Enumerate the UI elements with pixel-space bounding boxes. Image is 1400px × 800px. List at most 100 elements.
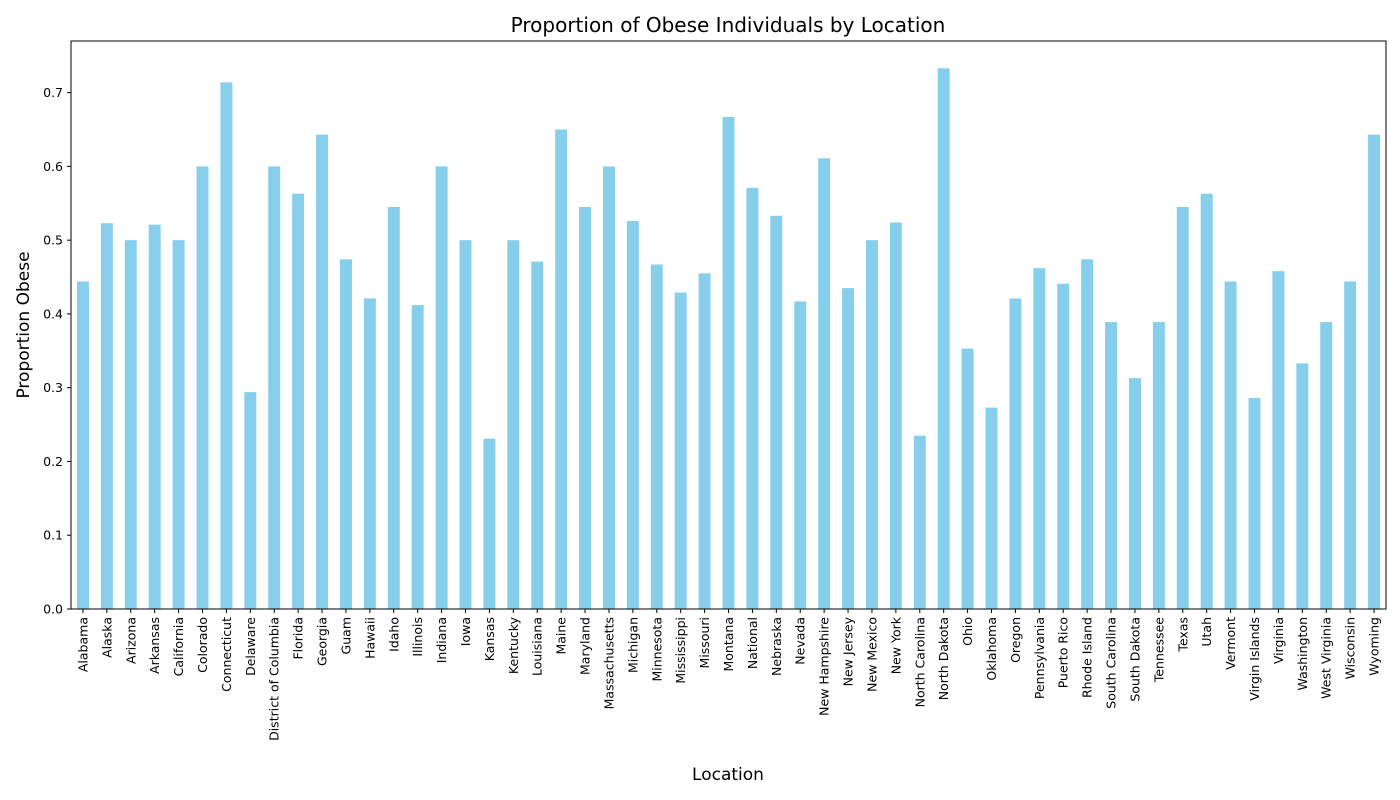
- x-tick-label: Florida: [291, 617, 306, 660]
- x-tick-label: Washington: [1295, 617, 1310, 690]
- bar-mississippi: [674, 292, 687, 609]
- bar-new-jersey: [842, 288, 855, 609]
- x-tick-label: Tennessee: [1151, 617, 1166, 683]
- bar-missouri: [698, 273, 711, 609]
- bar-new-york: [889, 222, 902, 609]
- bar-new-hampshire: [818, 158, 831, 609]
- bar-nevada: [794, 301, 807, 609]
- y-tick-label: 0.5: [43, 233, 63, 248]
- x-tick-label: Arizona: [123, 617, 138, 664]
- bar-south-carolina: [1105, 322, 1118, 609]
- x-tick-label: North Carolina: [912, 617, 927, 707]
- bar-minnesota: [650, 264, 663, 609]
- x-tick-label: Idaho: [386, 617, 401, 652]
- x-tick-label: Arkansas: [147, 617, 162, 674]
- bar-national: [746, 187, 759, 609]
- y-tick-label: 0.7: [43, 85, 63, 100]
- x-tick-label: Montana: [721, 617, 736, 672]
- bar-connecticut: [220, 82, 233, 610]
- x-tick-label: Iowa: [458, 617, 473, 646]
- bar-new-mexico: [865, 240, 878, 610]
- x-tick-label: Maine: [554, 617, 569, 655]
- y-axis-ticks: 0.0 0.1 0.2 0.3 0.4 0.5 0.6 0.7: [43, 85, 71, 617]
- x-tick-label: Vermont: [1223, 617, 1238, 670]
- bar-louisiana: [531, 261, 544, 609]
- x-tick-label: New York: [888, 616, 903, 674]
- bar-virginia: [1272, 271, 1285, 609]
- x-axis-label: Location: [692, 765, 764, 785]
- bar-maryland: [579, 206, 592, 609]
- x-tick-label: New Jersey: [841, 616, 856, 686]
- bar-delaware: [244, 392, 257, 609]
- bar-kansas: [483, 438, 496, 609]
- bar-ohio: [961, 348, 974, 609]
- x-tick-label: Wisconsin: [1343, 617, 1358, 679]
- x-tick-label: Delaware: [243, 617, 258, 676]
- x-tick-label: Michigan: [625, 617, 640, 673]
- x-tick-label: Georgia: [315, 617, 330, 666]
- bar-massachusetts: [602, 166, 615, 610]
- x-tick-label: Alaska: [99, 617, 114, 658]
- bar-alabama: [76, 281, 89, 609]
- y-tick-label: 0.6: [43, 159, 63, 174]
- bar-oregon: [1009, 298, 1022, 609]
- y-tick-label: 0.3: [43, 380, 63, 395]
- bar-kentucky: [507, 240, 520, 610]
- bar-utah: [1200, 193, 1213, 609]
- bar-district-of-columbia: [268, 166, 281, 610]
- x-tick-label: Mississippi: [673, 617, 688, 684]
- bar-california: [172, 240, 185, 610]
- bar-west-virginia: [1320, 322, 1333, 609]
- x-tick-label: South Carolina: [1104, 617, 1119, 709]
- x-tick-label: Ohio: [960, 617, 975, 646]
- bar-pennsylvania: [1033, 268, 1046, 609]
- bar-puerto-rico: [1057, 283, 1070, 609]
- x-tick-label: Illinois: [410, 617, 425, 657]
- bar-tennessee: [1152, 322, 1165, 609]
- y-tick-label: 0.4: [43, 306, 63, 321]
- bar-illinois: [411, 305, 424, 609]
- x-tick-label: District of Columbia: [267, 617, 282, 741]
- x-tick-label: Oregon: [1008, 617, 1023, 663]
- bar-arkansas: [148, 224, 161, 609]
- bar-north-carolina: [913, 435, 926, 609]
- bar-guam: [339, 259, 352, 609]
- bar-vermont: [1224, 281, 1237, 609]
- x-tick-label: Oklahoma: [984, 617, 999, 681]
- bar-oklahoma: [985, 407, 998, 609]
- y-tick-label: 0.2: [43, 454, 63, 469]
- bar-wisconsin: [1344, 281, 1357, 609]
- y-tick-label: 0.1: [43, 528, 63, 543]
- x-tick-label: Louisiana: [530, 617, 545, 676]
- x-tick-label: National: [745, 617, 760, 669]
- x-tick-label: Texas: [1175, 617, 1190, 653]
- bar-wyoming: [1368, 134, 1381, 610]
- x-tick-label: Utah: [1199, 617, 1214, 647]
- x-tick-label: Virginia: [1271, 617, 1286, 664]
- bar-alaska: [100, 223, 113, 610]
- x-tick-label: South Dakota: [1127, 617, 1142, 702]
- bar-florida: [292, 193, 305, 609]
- x-tick-label: Minnesota: [649, 617, 664, 682]
- bar-indiana: [435, 166, 448, 610]
- x-tick-label: California: [171, 617, 186, 676]
- x-tick-label: Connecticut: [219, 617, 234, 692]
- x-tick-label: Massachusetts: [601, 617, 616, 709]
- bar-montana: [722, 116, 735, 609]
- chart-title: Proportion of Obese Individuals by Locat…: [511, 13, 946, 37]
- bar-washington: [1296, 363, 1309, 609]
- x-tick-label: Virgin Islands: [1247, 617, 1262, 701]
- plot-frame: [70, 40, 1387, 610]
- x-axis-ticks: Alabama Alaska Arizona Arkansas California Co…: [75, 609, 1382, 741]
- bar-georgia: [316, 134, 329, 610]
- x-tick-label: Missouri: [697, 617, 712, 668]
- bar-rhode-island: [1081, 259, 1094, 609]
- bar-texas: [1176, 206, 1189, 609]
- x-tick-label: West Virginia: [1319, 617, 1334, 699]
- x-tick-label: Puerto Rico: [1056, 617, 1071, 688]
- x-tick-label: Alabama: [75, 617, 90, 672]
- bar-arizona: [124, 240, 137, 610]
- bar-iowa: [459, 240, 472, 610]
- x-tick-label: New Mexico: [864, 617, 879, 692]
